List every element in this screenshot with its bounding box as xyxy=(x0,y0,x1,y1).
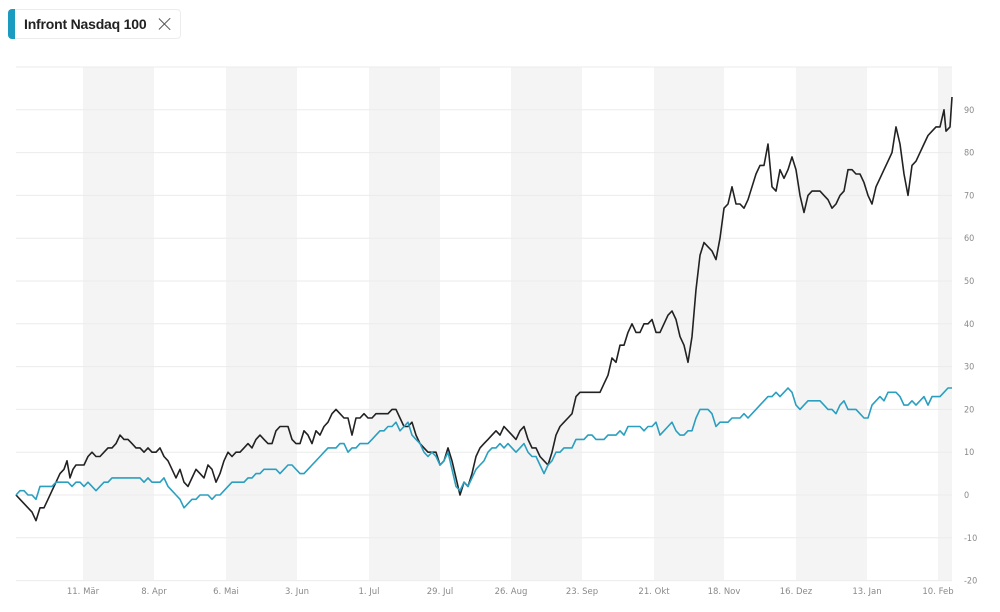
x-tick-label: 6. Mai xyxy=(213,587,239,597)
y-tick-label: -10 xyxy=(964,534,977,544)
y-axis-labels: 90 80 70 60 50 40 30 20 10 0 -10 -20 xyxy=(964,106,977,587)
x-tick-label: 16. Dez xyxy=(780,587,813,597)
index-line xyxy=(15,387,952,509)
y-tick-label: 50 xyxy=(964,277,974,287)
y-tick-label: 20 xyxy=(964,405,974,415)
y-tick-label: 0 xyxy=(964,491,969,501)
legend-color-swatch xyxy=(8,9,15,39)
x-tick-label: 1. Jul xyxy=(358,587,379,597)
y-tick-label: 40 xyxy=(964,320,974,330)
x-tick-label: 18. Nov xyxy=(708,587,741,597)
series-lines xyxy=(15,96,953,522)
x-tick-label: 21. Okt xyxy=(638,587,670,597)
legend-chip[interactable]: Infront Nasdaq 100 xyxy=(8,9,182,39)
y-tick-label: 30 xyxy=(964,363,974,373)
y-tick-label: -20 xyxy=(964,577,977,587)
x-tick-label: 29. Jul xyxy=(427,587,453,597)
x-tick-label: 13. Jan xyxy=(852,587,881,597)
gridlines xyxy=(16,66,952,582)
x-tick-label: 23. Sep xyxy=(566,587,598,597)
x-tick-label: 8. Apr xyxy=(141,587,167,597)
y-tick-label: 70 xyxy=(964,191,974,201)
x-tick-label: 26. Aug xyxy=(495,587,528,597)
x-tick-label: 10. Feb xyxy=(922,587,953,597)
x-tick-label: 11. Mär xyxy=(67,587,100,597)
y-tick-label: 90 xyxy=(964,106,974,116)
stock-price-line xyxy=(15,96,953,522)
x-axis-labels: 11. Mär 8. Apr 6. Mai 3. Jun 1. Jul 29. Jul 26… xyxy=(67,587,954,597)
x-tick-label: 3. Jun xyxy=(285,587,309,597)
legend-label: Infront Nasdaq 100 xyxy=(24,16,147,32)
y-tick-label: 60 xyxy=(964,234,974,244)
y-tick-label: 10 xyxy=(964,448,974,458)
y-tick-label: 80 xyxy=(964,149,974,159)
